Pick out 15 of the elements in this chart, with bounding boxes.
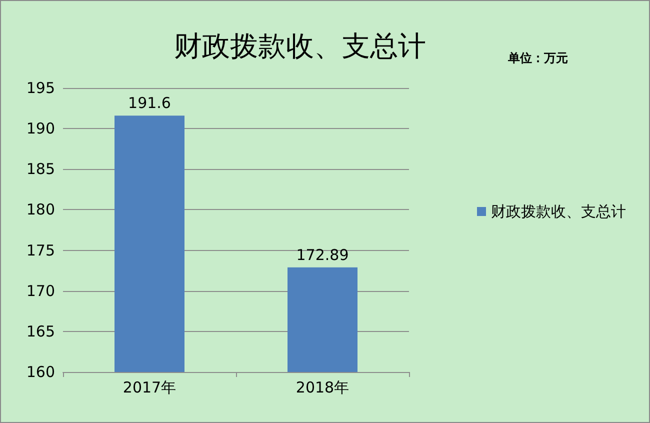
- y-tick-label: 180: [26, 200, 55, 219]
- legend-label: 财政拨款收、支总计: [491, 202, 626, 220]
- y-tick-label: 165: [26, 322, 55, 340]
- data-label: 191.6: [128, 94, 171, 112]
- y-tick-label: 185: [26, 160, 55, 178]
- chart-title: 财政拨款收、支总计: [174, 30, 426, 62]
- y-tick-label: 175: [26, 241, 55, 260]
- text: 单位：万元: [507, 51, 568, 65]
- y-tick-label: 190: [26, 120, 55, 138]
- y-tick-label: 195: [26, 79, 55, 97]
- x-tick-label: 2018年: [296, 378, 350, 396]
- y-tick-label: 160: [26, 363, 55, 381]
- y-tick-label: 170: [26, 282, 55, 300]
- data-label: 172.89: [296, 246, 349, 264]
- x-tick-label: 2017年: [122, 378, 176, 396]
